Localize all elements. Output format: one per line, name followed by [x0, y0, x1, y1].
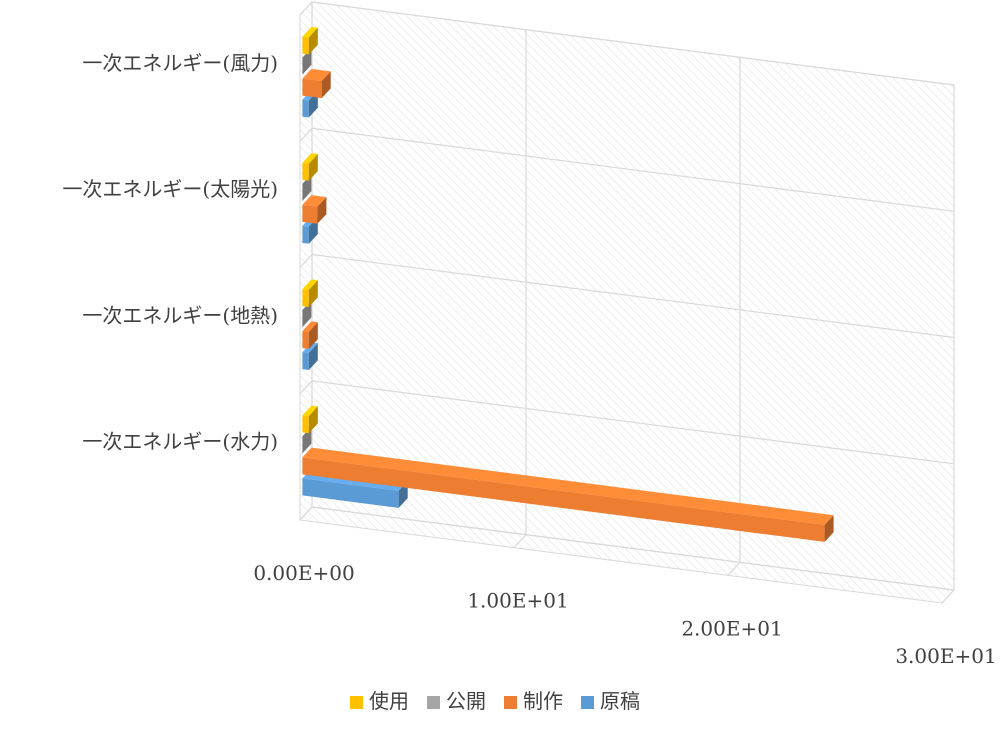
- category-label: 一次エネルギー(風力): [82, 51, 278, 75]
- bar-front-face: [302, 457, 825, 542]
- bar-top-face: [302, 405, 318, 417]
- bar-end-face: [308, 154, 318, 181]
- legend-label: 公開: [446, 689, 486, 713]
- bar-top-face: [302, 342, 318, 353]
- category-gridline: [299, 127, 955, 212]
- legend-label: 制作: [523, 689, 563, 713]
- bar-front-face: [302, 36, 309, 55]
- bar-end-face: [302, 300, 312, 328]
- bar-制作: [302, 68, 331, 99]
- bar-end-face: [302, 174, 312, 201]
- bar-top-face: [302, 195, 327, 207]
- bar-end-face: [398, 481, 408, 508]
- bar-front-face: [302, 352, 309, 370]
- bar-front-face: [302, 331, 309, 349]
- legend-swatch: [427, 696, 440, 709]
- bar-end-face: [308, 343, 318, 370]
- bar-top-face: [302, 321, 318, 332]
- bar-front-face: [302, 162, 309, 181]
- category-gridline: [299, 380, 955, 465]
- bar-top-face: [302, 153, 318, 164]
- bar-公開: [302, 47, 312, 75]
- category-gridline: [299, 506, 955, 591]
- legend-item: 公開: [427, 689, 486, 713]
- x-tick-label: 2.00E+01: [681, 616, 782, 640]
- category-gridline: [299, 253, 955, 339]
- bar-原稿: [302, 342, 318, 370]
- bar-front-face: [302, 204, 318, 224]
- bar-front-face: [302, 225, 309, 244]
- bar-top-face: [302, 26, 318, 38]
- bar-公開: [302, 426, 312, 454]
- legend-item: 原稿: [581, 689, 640, 713]
- bar-end-face: [308, 280, 318, 307]
- bar-使用: [302, 26, 318, 55]
- bar-front-face: [302, 415, 309, 434]
- bar-end-face: [824, 515, 834, 542]
- bar-制作: [302, 447, 834, 542]
- bar-制作: [302, 321, 318, 349]
- bar-end-face: [308, 322, 318, 349]
- bar-front-face: [302, 478, 399, 508]
- bar-front-face: [302, 99, 309, 118]
- legend-item: 制作: [504, 689, 563, 713]
- legend-item: 使用: [350, 689, 409, 713]
- x-tick-label: 3.00E+01: [895, 644, 996, 668]
- bar-公開: [302, 174, 312, 201]
- bar-end-face: [302, 47, 312, 75]
- category-gridline: [299, 1, 955, 86]
- legend-swatch: [581, 696, 594, 709]
- bar-top-face: [302, 447, 834, 525]
- bar-使用: [302, 279, 318, 307]
- category-label: 一次エネルギー(水力): [82, 430, 278, 454]
- bar-top-face: [302, 279, 318, 290]
- bar-end-face: [308, 406, 318, 434]
- legend-swatch: [504, 696, 517, 709]
- bar-end-face: [308, 217, 318, 244]
- category-label: 一次エネルギー(太陽光): [62, 177, 278, 201]
- bar-制作: [302, 195, 327, 224]
- bar-使用: [302, 405, 318, 434]
- bar-front-face: [302, 289, 309, 307]
- legend-swatch: [350, 696, 363, 709]
- category-label: 一次エネルギー(地熱): [82, 303, 278, 327]
- legend-label: 原稿: [600, 689, 640, 713]
- bar-end-face: [308, 27, 318, 55]
- bar-top-face: [302, 68, 331, 82]
- bar-end-face: [317, 197, 327, 224]
- x-tick-label: 1.00E+01: [467, 589, 568, 613]
- x-tick-label: 0.00E+00: [253, 561, 354, 585]
- bar-公開: [302, 300, 312, 328]
- legend-label: 使用: [369, 689, 409, 713]
- bar-end-face: [308, 90, 318, 118]
- bar-end-face: [321, 71, 331, 99]
- bar-使用: [302, 153, 318, 181]
- bar-end-face: [302, 426, 312, 454]
- bar-front-face: [302, 78, 322, 99]
